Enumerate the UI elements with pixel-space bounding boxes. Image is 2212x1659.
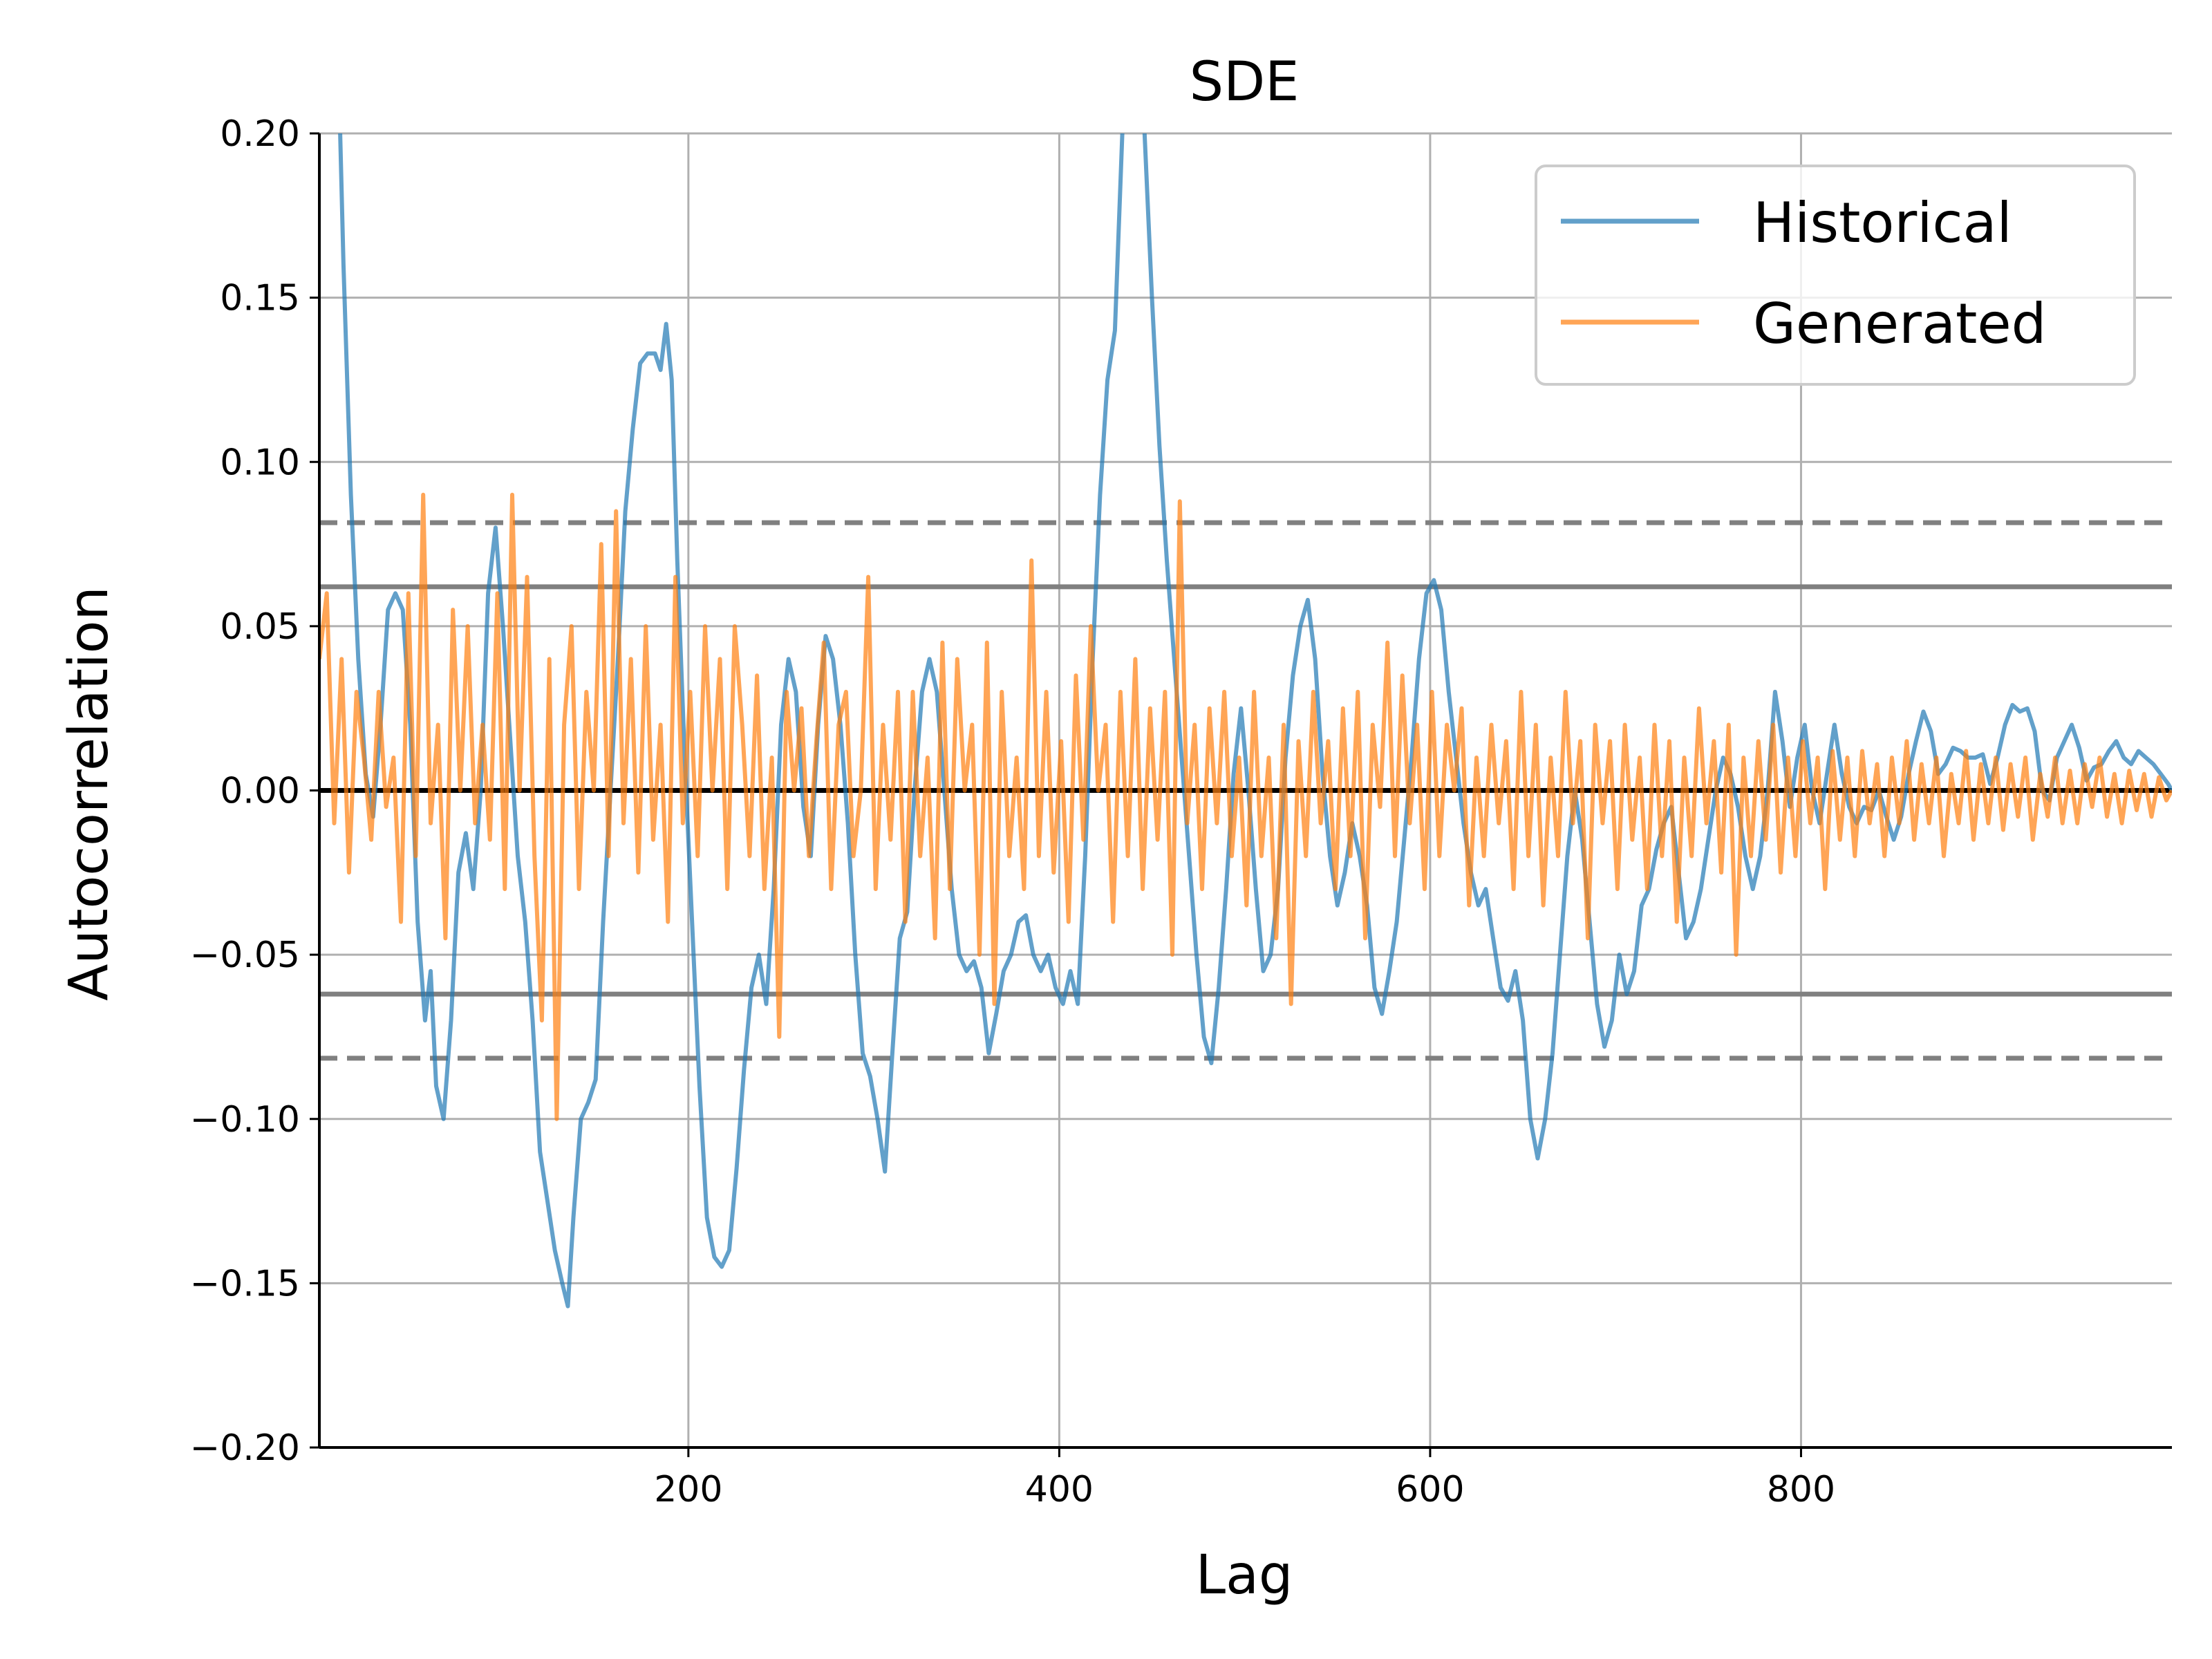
- y-tick-label-7: 0.15: [220, 278, 300, 319]
- series-layer: [319, 133, 2172, 1309]
- x-tick-label-1: 400: [1025, 1469, 1094, 1510]
- x-axis-title: Lag: [1196, 1544, 1293, 1606]
- y-tick-label-6: 0.10: [220, 442, 300, 483]
- x-tick-label-0: 200: [654, 1469, 722, 1510]
- reference-lines: [319, 520, 2172, 1061]
- legend-label-generated: Generated: [1753, 292, 2046, 356]
- legend-label-historical: Historical: [1753, 191, 2012, 255]
- y-axis-title: Autocorrelation: [58, 586, 120, 1001]
- legend: Historical Generated: [1535, 165, 2136, 386]
- series-line-generated: [319, 492, 2172, 1121]
- y-tick-label-4: 0.00: [220, 771, 300, 812]
- y-tick-label-0: −0.20: [190, 1427, 300, 1469]
- y-tick-label-2: −0.10: [190, 1099, 300, 1141]
- y-tick-label-5: 0.05: [220, 606, 300, 648]
- x-tick-label-3: 800: [1767, 1469, 1835, 1510]
- ticks-layer: 200 400 600 800 −0.20 −0.15 −0.10 −0.05 0.00 0.05…: [190, 113, 1835, 1510]
- series-line-historical: [338, 133, 2172, 1309]
- chart-title: SDE: [1190, 51, 1300, 113]
- y-tick-label-1: −0.15: [190, 1263, 300, 1304]
- y-tick-label-8: 0.20: [220, 113, 300, 155]
- y-tick-label-3: −0.05: [190, 935, 300, 976]
- x-tick-label-2: 600: [1396, 1469, 1464, 1510]
